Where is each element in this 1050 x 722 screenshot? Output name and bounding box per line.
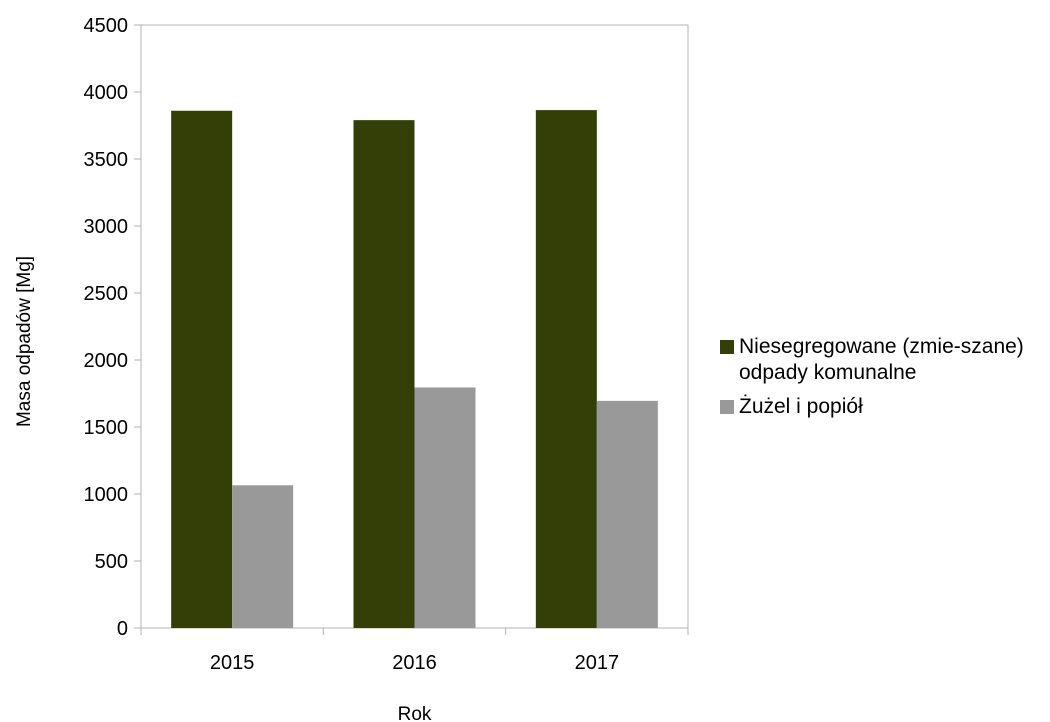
y-tick-label: 0 <box>117 618 128 640</box>
legend-item-unsorted-waste: Niesegregowane (zmie-szane) odpady komun… <box>720 334 1050 386</box>
legend-label-unsorted-waste: Niesegregowane (zmie-szane) odpady komun… <box>739 335 1024 384</box>
x-tick-label: 2017 <box>575 652 620 674</box>
y-tick-label: 2500 <box>84 283 129 305</box>
bar-2016-series-1 <box>353 120 415 628</box>
y-tick-label: 4000 <box>84 82 129 104</box>
bar-2016-series-2 <box>414 387 476 628</box>
y-tick-label: 4500 <box>84 15 129 37</box>
bar-2017-series-1 <box>535 110 597 629</box>
bar-2015-series-1 <box>171 110 233 628</box>
y-axis-title: Masa odpadów [Mg] <box>14 256 35 427</box>
y-tick-label: 500 <box>95 551 128 573</box>
legend-label-slag-ash: Żużel i popiół <box>739 395 863 418</box>
bar-2017-series-2 <box>596 400 658 628</box>
bar-2015-series-2 <box>232 485 294 628</box>
y-tick-label: 1000 <box>84 484 129 506</box>
y-tick-label: 3500 <box>84 149 129 171</box>
y-tick-label: 3000 <box>84 216 129 238</box>
x-axis-title: Rok <box>398 704 432 722</box>
y-tick-label: 2000 <box>84 350 129 372</box>
y-tick-label: 1500 <box>84 417 129 439</box>
x-tick-label: 2015 <box>210 652 255 674</box>
legend-swatch-slag-ash <box>720 400 734 414</box>
legend-item-slag-ash: Żużel i popiół <box>720 394 1050 420</box>
x-tick-label: 2016 <box>392 652 437 674</box>
legend-swatch-unsorted-waste <box>720 340 734 354</box>
legend: Niesegregowane (zmie-szane) odpady komun… <box>720 334 1050 428</box>
